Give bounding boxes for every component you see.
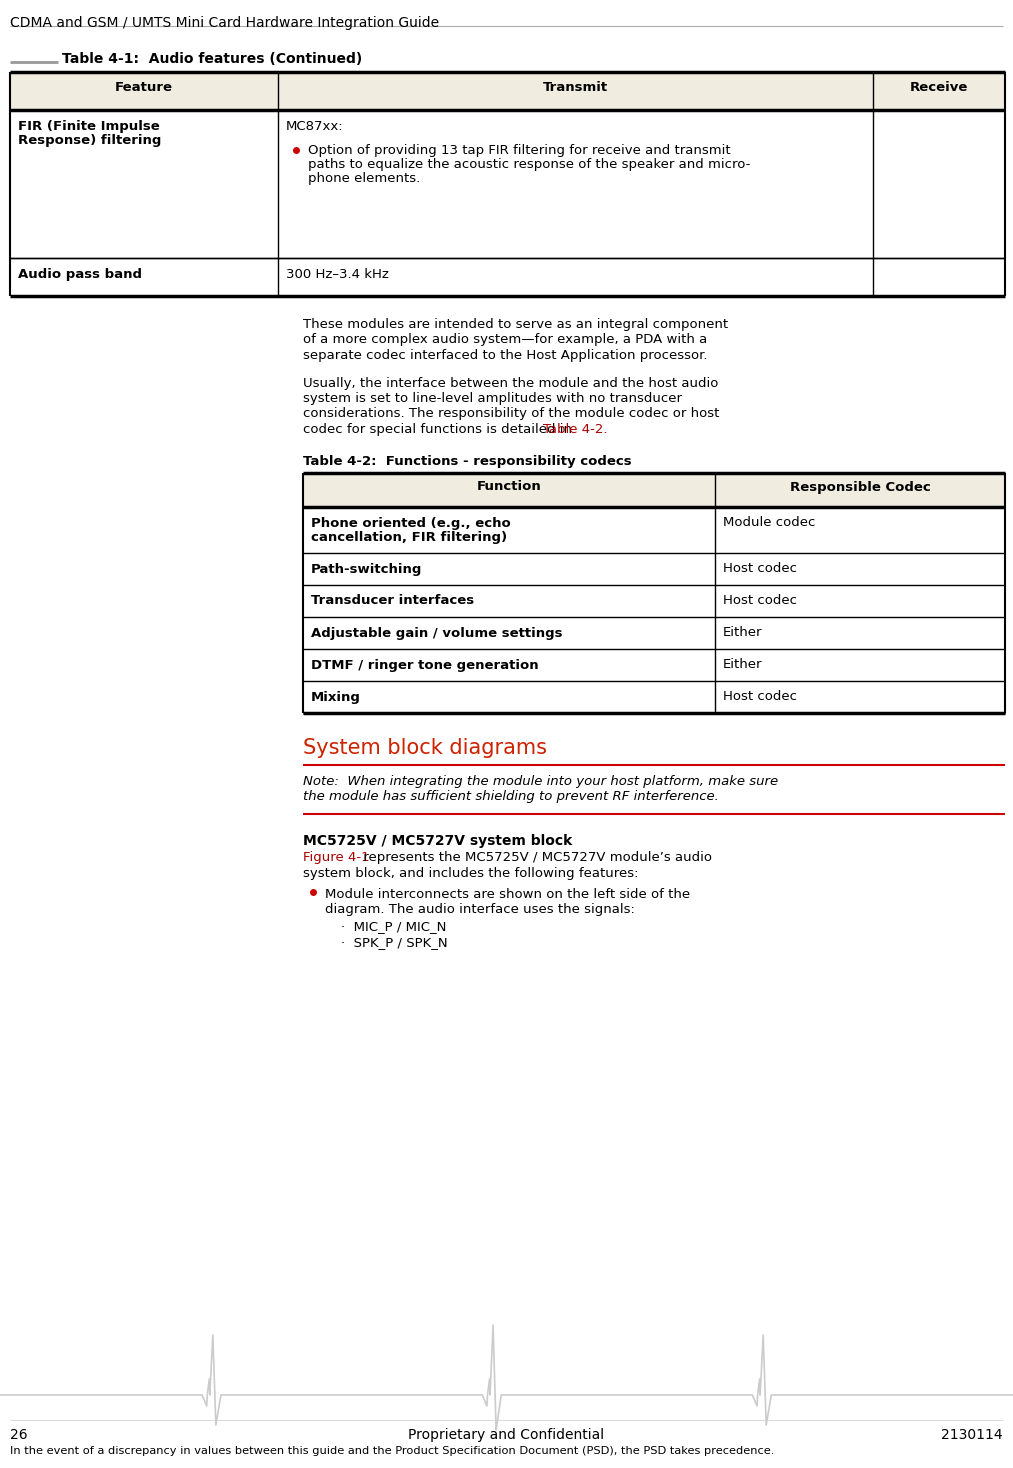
- Text: diagram. The audio interface uses the signals:: diagram. The audio interface uses the si…: [325, 903, 635, 916]
- Text: Path-switching: Path-switching: [311, 562, 422, 575]
- Text: System block diagrams: System block diagrams: [303, 738, 547, 759]
- Text: Usually, the interface between the module and the host audio: Usually, the interface between the modul…: [303, 376, 718, 389]
- Text: Either: Either: [723, 627, 763, 640]
- Text: Host codec: Host codec: [723, 595, 797, 608]
- Text: MC87xx:: MC87xx:: [286, 120, 343, 134]
- Text: Table 4-1:  Audio features (Continued): Table 4-1: Audio features (Continued): [62, 51, 363, 66]
- Text: cancellation, FIR filtering): cancellation, FIR filtering): [311, 531, 508, 545]
- Text: 26: 26: [10, 1428, 27, 1442]
- Bar: [10, 110, 1005, 258]
- Text: In the event of a discrepancy in values between this guide and the Product Speci: In the event of a discrepancy in values …: [10, 1446, 774, 1456]
- Text: Audio pass band: Audio pass band: [18, 269, 142, 280]
- Text: system block, and includes the following features:: system block, and includes the following…: [303, 868, 638, 879]
- Text: Transducer interfaces: Transducer interfaces: [311, 595, 474, 608]
- Text: considerations. The responsibility of the module codec or host: considerations. The responsibility of th…: [303, 408, 719, 420]
- Text: Responsible Codec: Responsible Codec: [789, 480, 930, 493]
- Text: CDMA and GSM / UMTS Mini Card Hardware Integration Guide: CDMA and GSM / UMTS Mini Card Hardware I…: [10, 16, 439, 29]
- Text: Host codec: Host codec: [723, 562, 797, 575]
- Text: Receive: Receive: [910, 81, 968, 94]
- Text: codec for special functions is detailed in: codec for special functions is detailed …: [303, 423, 576, 436]
- Text: Module interconnects are shown on the left side of the: Module interconnects are shown on the le…: [325, 888, 690, 900]
- Text: Table 4-2:  Functions - responsibility codecs: Table 4-2: Functions - responsibility co…: [303, 455, 632, 467]
- Text: Module codec: Module codec: [723, 517, 815, 530]
- Bar: [303, 552, 1005, 584]
- Text: Transmit: Transmit: [543, 81, 608, 94]
- Text: the module has sufficient shielding to prevent RF interference.: the module has sufficient shielding to p…: [303, 790, 719, 803]
- Text: FIR (Finite Impulse: FIR (Finite Impulse: [18, 120, 160, 134]
- Bar: [10, 72, 1005, 110]
- Text: Either: Either: [723, 659, 763, 671]
- Text: Function: Function: [477, 480, 541, 493]
- Text: represents the MC5725V / MC5727V module’s audio: represents the MC5725V / MC5727V module’…: [359, 851, 712, 865]
- Text: 2130114: 2130114: [941, 1428, 1003, 1442]
- Text: system is set to line-level amplitudes with no transducer: system is set to line-level amplitudes w…: [303, 392, 682, 405]
- Text: separate codec interfaced to the Host Application processor.: separate codec interfaced to the Host Ap…: [303, 349, 707, 363]
- Bar: [303, 649, 1005, 681]
- Bar: [303, 681, 1005, 712]
- Bar: [10, 258, 1005, 297]
- Text: ·  MIC_P / MIC_N: · MIC_P / MIC_N: [341, 920, 447, 934]
- Bar: [303, 506, 1005, 552]
- Text: paths to equalize the acoustic response of the speaker and micro-: paths to equalize the acoustic response …: [308, 159, 751, 170]
- Text: Option of providing 13 tap FIR filtering for receive and transmit: Option of providing 13 tap FIR filtering…: [308, 144, 730, 157]
- Bar: [303, 473, 1005, 506]
- Text: of a more complex audio system—for example, a PDA with a: of a more complex audio system—for examp…: [303, 333, 707, 346]
- Text: Note:  When integrating the module into your host platform, make sure: Note: When integrating the module into y…: [303, 775, 778, 787]
- Text: Response) filtering: Response) filtering: [18, 134, 161, 147]
- Text: Figure 4-1: Figure 4-1: [303, 851, 370, 865]
- Text: DTMF / ringer tone generation: DTMF / ringer tone generation: [311, 659, 539, 671]
- Text: Host codec: Host codec: [723, 690, 797, 703]
- Text: 300 Hz–3.4 kHz: 300 Hz–3.4 kHz: [286, 269, 389, 280]
- Text: Adjustable gain / volume settings: Adjustable gain / volume settings: [311, 627, 562, 640]
- Bar: [303, 617, 1005, 649]
- Text: These modules are intended to serve as an integral component: These modules are intended to serve as a…: [303, 319, 728, 330]
- Bar: [303, 584, 1005, 617]
- Text: Phone oriented (e.g., echo: Phone oriented (e.g., echo: [311, 517, 511, 530]
- Text: phone elements.: phone elements.: [308, 172, 420, 185]
- Text: Table 4-2.: Table 4-2.: [543, 423, 608, 436]
- Text: Feature: Feature: [115, 81, 173, 94]
- Text: ·  SPK_P / SPK_N: · SPK_P / SPK_N: [341, 937, 448, 948]
- Text: Proprietary and Confidential: Proprietary and Confidential: [408, 1428, 605, 1442]
- Text: Mixing: Mixing: [311, 690, 361, 703]
- Text: MC5725V / MC5727V system block: MC5725V / MC5727V system block: [303, 834, 572, 847]
